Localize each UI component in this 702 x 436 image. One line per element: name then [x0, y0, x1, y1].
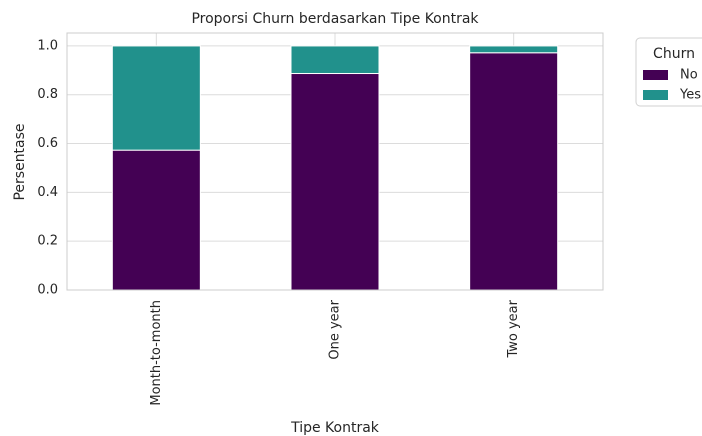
- legend-swatch: [643, 90, 668, 100]
- bar-segment: [111, 149, 201, 291]
- bar-segment: [290, 45, 380, 75]
- legend-label: Yes: [679, 88, 701, 103]
- bar-segment: [469, 45, 559, 54]
- legend-label: No: [680, 68, 698, 83]
- y-tick-label: 0.8: [37, 87, 58, 102]
- legend-title: Churn: [653, 46, 695, 62]
- plot-frame: [66, 32, 604, 291]
- y-tick-label: 0.0: [37, 283, 58, 298]
- x-tick-label: One year: [328, 299, 343, 359]
- chart-title: Proporsi Churn berdasarkan Tipe Kontrak: [191, 11, 479, 27]
- y-axis-label: Persentase: [12, 123, 28, 200]
- y-tick-label: 0.6: [37, 136, 58, 151]
- y-tick-label: 1.0: [37, 38, 58, 53]
- legend-frame: [635, 37, 702, 107]
- bar-segment: [111, 45, 201, 151]
- bar-segment: [469, 52, 559, 291]
- y-tick-label: 0.4: [37, 185, 58, 200]
- x-tick-label: Month-to-month: [149, 300, 164, 406]
- bar-segment: [290, 73, 380, 291]
- x-tick-label: Two year: [506, 299, 521, 358]
- y-tick-label: 0.2: [37, 234, 58, 249]
- legend-swatch: [643, 70, 668, 80]
- legend: Churn No Yes: [635, 37, 702, 107]
- x-axis-label: Tipe Kontrak: [290, 420, 380, 436]
